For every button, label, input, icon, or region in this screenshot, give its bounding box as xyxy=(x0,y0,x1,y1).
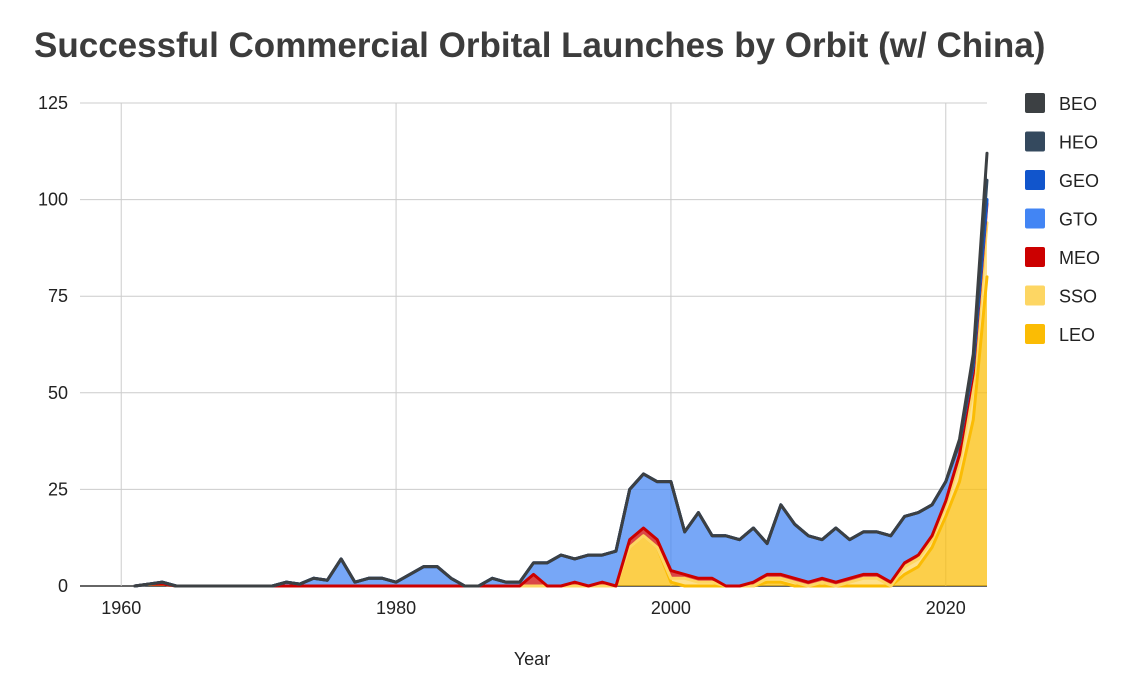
legend-swatch-geo xyxy=(1025,170,1045,190)
x-tick-label: 2020 xyxy=(926,598,966,618)
line-sso xyxy=(133,221,989,588)
x-axis-title: Year xyxy=(514,649,550,669)
area-beo xyxy=(134,153,987,586)
legend-label-meo: MEO xyxy=(1059,248,1100,268)
legend-label-gto: GTO xyxy=(1059,210,1098,230)
area-heo xyxy=(134,180,987,586)
line-beo xyxy=(133,151,989,588)
y-tick-label: 100 xyxy=(38,190,68,210)
y-axis-ticks: 0 25 50 75 100 125 xyxy=(38,93,68,596)
legend-swatch-beo xyxy=(1025,93,1045,113)
line-heo xyxy=(133,178,989,588)
plot-area xyxy=(133,151,989,588)
y-tick-label: 25 xyxy=(48,479,68,499)
legend-label-heo: HEO xyxy=(1059,133,1098,153)
legend-label-geo: GEO xyxy=(1059,171,1099,191)
x-tick-label: 1960 xyxy=(101,598,141,618)
legend-label-leo: LEO xyxy=(1059,325,1095,345)
y-tick-label: 0 xyxy=(58,576,68,596)
area-sso xyxy=(134,222,987,586)
legend-swatch-gto xyxy=(1025,208,1045,229)
x-tick-label: 2000 xyxy=(651,598,691,618)
y-tick-label: 125 xyxy=(38,93,68,113)
legend-label-sso: SSO xyxy=(1059,287,1097,307)
legend-swatch-sso xyxy=(1025,285,1045,306)
area-meo xyxy=(134,203,987,587)
legend: BEO HEO GEO GTO MEO SSO LEO xyxy=(1025,93,1100,345)
area-gto xyxy=(134,199,987,586)
legend-swatch-leo xyxy=(1025,324,1045,344)
gridlines xyxy=(80,102,987,587)
x-tick-label: 1980 xyxy=(376,598,416,618)
legend-swatch-meo xyxy=(1025,247,1045,267)
x-axis-ticks: 1960 1980 2000 2020 xyxy=(101,598,966,618)
legend-swatch-heo xyxy=(1025,131,1045,152)
y-tick-label: 50 xyxy=(48,383,68,403)
legend-label-beo: BEO xyxy=(1059,94,1097,114)
line-meo xyxy=(133,201,989,588)
y-tick-label: 75 xyxy=(48,286,68,306)
chart-title: Successful Commercial Orbital Launches b… xyxy=(34,26,1046,65)
